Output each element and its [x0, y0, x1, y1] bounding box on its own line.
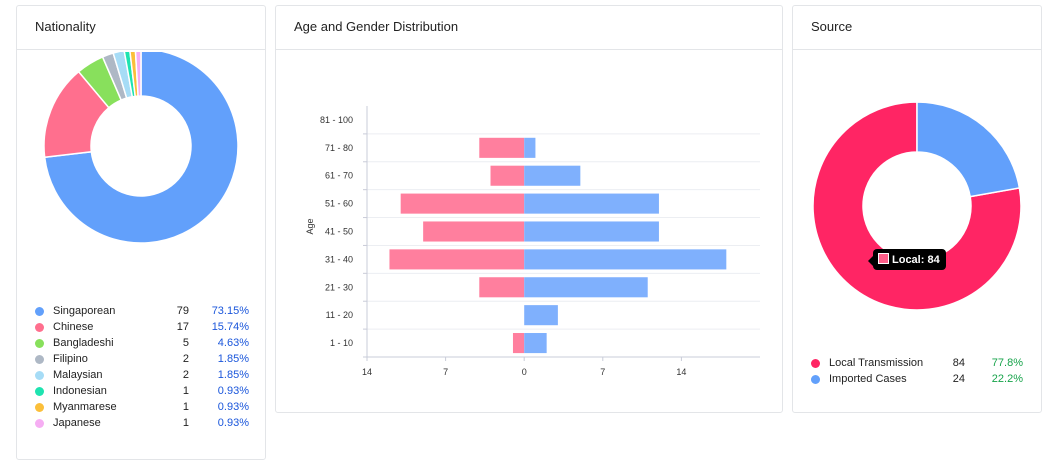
legend-count: 2 — [182, 353, 189, 365]
slice-local-transmission[interactable] — [812, 101, 1022, 311]
legend-count: 84 — [952, 357, 965, 369]
legend-percent: 15.74% — [211, 321, 249, 333]
legend-count: 17 — [176, 321, 189, 333]
legend-count: 24 — [952, 373, 965, 385]
legend-label: Chinese — [53, 321, 94, 333]
bar-right-1-10[interactable] — [524, 333, 547, 354]
legend-percent: 1.85% — [217, 369, 249, 381]
legend-label: Malaysian — [53, 369, 103, 381]
legend-item-myanmarese[interactable]: Myanmarese 1 0.93% — [17, 400, 267, 416]
source-title: Source — [793, 6, 1041, 50]
bar-right-71-80[interactable] — [524, 137, 536, 158]
legend-item-singaporean[interactable]: Singaporean 79 73.15% — [17, 304, 267, 320]
bar-right-21-30[interactable] — [524, 277, 648, 298]
legend-label: Myanmarese — [53, 401, 117, 413]
legend-item-imported-cases[interactable]: Imported Cases 24 22.2% — [793, 372, 1043, 388]
legend-dot — [35, 339, 44, 348]
bar-right-51-60[interactable] — [524, 193, 659, 214]
legend-percent: 1.85% — [217, 353, 249, 365]
legend-label: Bangladeshi — [53, 337, 114, 349]
legend-item-local-transmission[interactable]: Local Transmission 84 77.8% — [793, 356, 1043, 372]
source-donut-chart[interactable] — [793, 52, 1043, 322]
bar-right-31-40[interactable] — [524, 249, 727, 270]
age-gender-bar-chart[interactable]: 81 - 100 71 - 80 61 - 70 51 - 60 41 - 50 31 -… — [276, 52, 784, 412]
bar-left-61-70[interactable] — [490, 165, 525, 186]
legend-dot — [811, 359, 820, 368]
y-tick-label: 31 - 40 — [325, 254, 353, 264]
legend-dot — [35, 371, 44, 380]
legend-percent: 22.2% — [991, 373, 1023, 385]
legend-dot — [35, 387, 44, 396]
legend-item-indonesian[interactable]: Indonesian 1 0.93% — [17, 384, 267, 400]
bar-right-41-50[interactable] — [524, 221, 659, 242]
legend-count: 1 — [182, 385, 189, 397]
source-tooltip: Local: 84 — [868, 249, 946, 270]
y-tick-label: 1 - 10 — [330, 338, 353, 348]
nationality-card: Nationality Singaporean 79 73.15% Chines… — [16, 5, 266, 460]
bar-left-31-40[interactable] — [389, 249, 525, 270]
legend-percent: 77.8% — [991, 357, 1023, 369]
bar-right-61-70[interactable] — [524, 165, 581, 186]
bar-left-51-60[interactable] — [400, 193, 525, 214]
bar-left-21-30[interactable] — [479, 277, 525, 298]
legend-label: Local Transmission — [829, 357, 924, 369]
legend-percent: 0.93% — [217, 417, 249, 429]
legend-item-japanese[interactable]: Japanese 1 0.93% — [17, 416, 267, 432]
legend-label: Japanese — [53, 417, 101, 429]
x-tick-label: 0 — [522, 367, 527, 377]
legend-dot — [811, 375, 820, 384]
bar-left-71-80[interactable] — [479, 137, 525, 158]
legend-dot — [35, 307, 44, 316]
legend-dot — [35, 403, 44, 412]
y-tick-label: 71 - 80 — [325, 143, 353, 153]
legend-item-chinese[interactable]: Chinese 17 15.74% — [17, 320, 267, 336]
y-tick-label: 11 - 20 — [326, 310, 353, 320]
legend-item-malaysian[interactable]: Malaysian 2 1.85% — [17, 368, 267, 384]
legend-dot — [35, 323, 44, 332]
y-tick-label: 21 - 30 — [325, 282, 353, 292]
age-gender-card: Age and Gender Distribution 81 - 100 71 -… — [275, 5, 783, 413]
y-tick-label: 41 - 50 — [325, 227, 353, 237]
age-gender-title: Age and Gender Distribution — [276, 6, 782, 50]
x-tick-label: 14 — [676, 367, 686, 377]
legend-count: 1 — [182, 401, 189, 413]
legend-count: 1 — [182, 417, 189, 429]
tooltip-text: Local: 84 — [892, 254, 940, 266]
bar-right-11-20[interactable] — [524, 305, 558, 326]
legend-percent: 0.93% — [217, 385, 249, 397]
y-tick-label: 81 - 100 — [320, 115, 353, 125]
legend-label: Singaporean — [53, 305, 116, 317]
nationality-donut-chart[interactable] — [17, 52, 267, 282]
legend-label: Indonesian — [53, 385, 107, 397]
legend-label: Imported Cases — [829, 373, 907, 385]
y-tick-label: 51 - 60 — [325, 199, 353, 209]
x-tick-label: 7 — [600, 367, 605, 377]
bar-left-1-10[interactable] — [512, 333, 525, 354]
x-tick-label: 14 — [362, 367, 372, 377]
slice-japanese[interactable] — [134, 52, 142, 97]
legend-label: Filipino — [53, 353, 88, 365]
x-tick-label: 7 — [443, 367, 448, 377]
legend-item-bangladeshi[interactable]: Bangladeshi 5 4.63% — [17, 336, 267, 352]
legend-dot — [35, 419, 44, 428]
legend-count: 79 — [176, 305, 189, 317]
slice-imported-cases[interactable] — [916, 101, 1021, 198]
y-tick-label: 61 - 70 — [325, 171, 353, 181]
slice-singaporean[interactable] — [43, 52, 239, 244]
source-card: Source Local: 84 Local Transmission 84 7… — [792, 5, 1042, 413]
legend-percent: 4.63% — [217, 337, 249, 349]
y-axis-label: Age — [305, 218, 315, 234]
bar-left-41-50[interactable] — [423, 221, 525, 242]
legend-percent: 0.93% — [217, 401, 249, 413]
legend-dot — [35, 355, 44, 364]
legend-count: 2 — [182, 369, 189, 381]
legend-count: 5 — [182, 337, 189, 349]
legend-item-filipino[interactable]: Filipino 2 1.85% — [17, 352, 267, 368]
tooltip-swatch — [878, 253, 889, 264]
nationality-title: Nationality — [17, 6, 265, 50]
legend-percent: 73.15% — [211, 305, 249, 317]
